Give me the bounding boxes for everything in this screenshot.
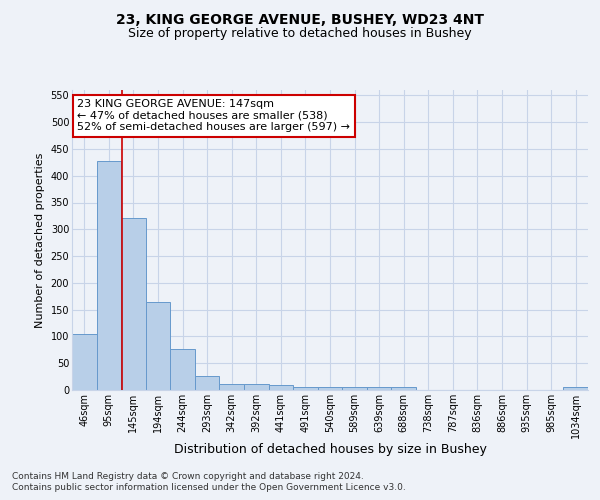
Bar xyxy=(121,218,146,390)
Bar xyxy=(146,302,170,390)
Text: 23 KING GEORGE AVENUE: 147sqm
← 47% of detached houses are smaller (538)
52% of : 23 KING GEORGE AVENUE: 147sqm ← 47% of d… xyxy=(77,99,350,132)
Text: Distribution of detached houses by size in Bushey: Distribution of detached houses by size … xyxy=(173,442,487,456)
Bar xyxy=(293,388,318,390)
Bar xyxy=(72,334,97,390)
Bar xyxy=(367,388,391,390)
Bar xyxy=(269,385,293,390)
Bar xyxy=(195,376,220,390)
Text: Contains HM Land Registry data © Crown copyright and database right 2024.: Contains HM Land Registry data © Crown c… xyxy=(12,472,364,481)
Bar xyxy=(391,388,416,390)
Bar xyxy=(318,388,342,390)
Text: 23, KING GEORGE AVENUE, BUSHEY, WD23 4NT: 23, KING GEORGE AVENUE, BUSHEY, WD23 4NT xyxy=(116,12,484,26)
Bar xyxy=(342,388,367,390)
Bar xyxy=(170,350,195,390)
Bar xyxy=(220,384,244,390)
Bar xyxy=(97,160,121,390)
Bar xyxy=(563,388,588,390)
Bar xyxy=(244,384,269,390)
Text: Size of property relative to detached houses in Bushey: Size of property relative to detached ho… xyxy=(128,28,472,40)
Y-axis label: Number of detached properties: Number of detached properties xyxy=(35,152,45,328)
Text: Contains public sector information licensed under the Open Government Licence v3: Contains public sector information licen… xyxy=(12,484,406,492)
